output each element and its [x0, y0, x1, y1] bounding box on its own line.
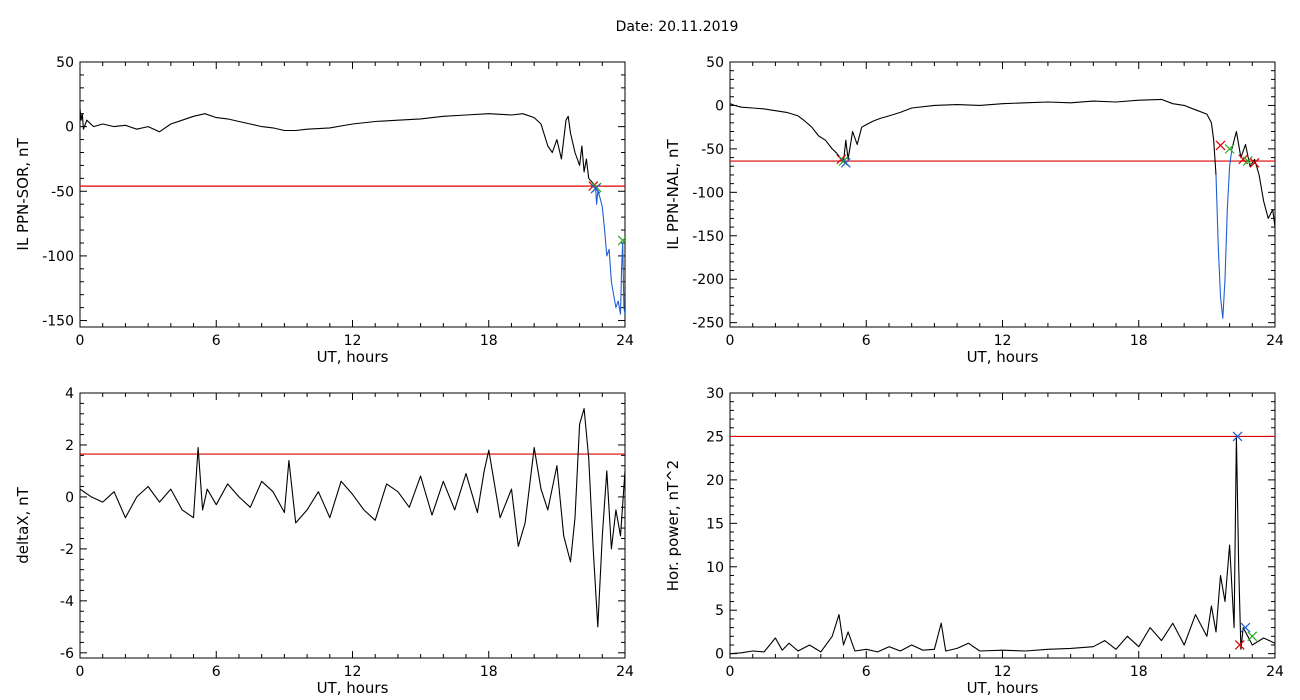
x-tick-label: 12 [344, 664, 362, 680]
x-tick-label: 18 [1130, 333, 1148, 349]
y-tick-label: -6 [60, 646, 74, 662]
x-tick-label: 0 [76, 664, 85, 680]
x-tick-label: 24 [616, 664, 634, 680]
x-axis-label: UT, hours [317, 348, 389, 366]
y-tick-label: 50 [706, 55, 724, 71]
y-tick-label: 30 [706, 386, 724, 402]
x-tick-label: 0 [76, 333, 85, 349]
plot-data [80, 108, 625, 315]
chart-panel-nal: 0 6 12 18 24 -250 -200 -150 -100 -50 0 50 UT, hours I… [664, 55, 1284, 366]
x-tick-label: 18 [1130, 664, 1148, 680]
y-tick-label: 5 [715, 603, 724, 619]
y-tick-label: 20 [706, 473, 724, 489]
x-tick-label: 18 [480, 333, 498, 349]
y-tick-label: 0 [715, 647, 724, 663]
y-tick-label: 0 [65, 120, 74, 136]
y-tick-label: 0 [65, 490, 74, 506]
marker-stroke [1232, 431, 1243, 442]
marker-stroke [840, 157, 851, 168]
marker-stroke [1242, 156, 1253, 166]
x-tick-label: 24 [616, 333, 634, 349]
x-tick-label: 12 [994, 333, 1012, 349]
x-tick-label: 12 [344, 333, 362, 349]
y-tick-label: 25 [706, 429, 724, 445]
event-marker [1240, 622, 1251, 633]
event-marker [1242, 156, 1253, 166]
y-tick-label: -50 [51, 184, 74, 200]
x-axis-label: UT, hours [317, 679, 389, 697]
y-tick-label: 10 [706, 560, 724, 576]
marker-stroke [1215, 140, 1226, 151]
chart-panel-horpower: 0 6 12 18 24 0 5 10 15 20 25 30 UT, hours Hor. power,… [664, 386, 1284, 697]
marker-stroke [1234, 640, 1245, 650]
x-tick-label: 6 [212, 664, 221, 680]
series-line-2 [1215, 148, 1233, 319]
y-tick-label: -150 [42, 314, 74, 330]
plot-frame [729, 61, 1276, 328]
x-tick-label: 0 [726, 333, 735, 349]
event-marker [1224, 143, 1235, 154]
plot-frame [79, 392, 626, 659]
y-axis-label: IL PPN-SOR, nT [14, 138, 32, 251]
event-marker [590, 183, 601, 194]
y-axis-label: deltaX, nT [14, 486, 32, 563]
x-tick-label: 6 [212, 333, 221, 349]
y-tick-label: -50 [701, 142, 724, 158]
page-title: Date: 20.11.2019 [615, 19, 739, 35]
plot-data [80, 408, 625, 628]
x-tick-label: 6 [862, 333, 871, 349]
plot-data [730, 431, 1275, 655]
series-line-1 [730, 435, 1275, 655]
x-tick-label: 24 [1266, 664, 1284, 680]
x-tick-label: 24 [1266, 333, 1284, 349]
y-tick-label: -100 [42, 249, 74, 265]
event-marker [1249, 157, 1260, 168]
marker-stroke [1238, 154, 1249, 165]
y-tick-label: 2 [65, 438, 74, 454]
marker-stroke [1249, 157, 1260, 168]
y-tick-label: -150 [692, 229, 724, 245]
marker-stroke [1247, 631, 1258, 642]
series-line-1 [730, 98, 1217, 176]
y-tick-label: -100 [692, 185, 724, 201]
plot-frame [79, 61, 626, 328]
event-marker [1247, 631, 1258, 642]
series-line-1 [80, 108, 596, 187]
chart-panel-sor: 0 6 12 18 24 -150 -100 -50 0 50 UT, hours IL PPN-SO… [14, 55, 634, 366]
x-tick-label: 6 [862, 664, 871, 680]
series-line-3 [1231, 130, 1275, 228]
series-line-1 [80, 408, 625, 628]
plot-frame [729, 392, 1276, 659]
event-marker [617, 235, 625, 246]
y-axis-label: Hor. power, nT^2 [664, 460, 682, 591]
y-tick-label: -250 [692, 316, 724, 332]
event-marker [840, 157, 851, 168]
x-tick-label: 18 [480, 664, 498, 680]
x-tick-label: 12 [994, 664, 1012, 680]
marker-stroke [590, 183, 601, 194]
plot-data [730, 98, 1275, 319]
y-tick-label: 15 [706, 516, 724, 532]
y-tick-label: -2 [60, 542, 74, 558]
marker-stroke [1224, 143, 1235, 154]
x-axis-label: UT, hours [967, 348, 1039, 366]
event-marker [1232, 431, 1243, 442]
y-tick-label: 4 [65, 386, 74, 402]
y-tick-label: 50 [56, 55, 74, 71]
y-axis-label: IL PPN-NAL, nT [664, 139, 682, 250]
event-marker [1215, 140, 1226, 151]
y-tick-label: 0 [715, 98, 724, 114]
marker-stroke [617, 237, 625, 246]
event-marker [1234, 640, 1245, 650]
x-tick-label: 0 [726, 664, 735, 680]
marker-stroke [1240, 622, 1251, 633]
x-axis-label: UT, hours [967, 679, 1039, 697]
y-tick-label: -200 [692, 272, 724, 288]
series-line-2 [594, 186, 625, 315]
y-tick-label: -4 [60, 594, 74, 610]
